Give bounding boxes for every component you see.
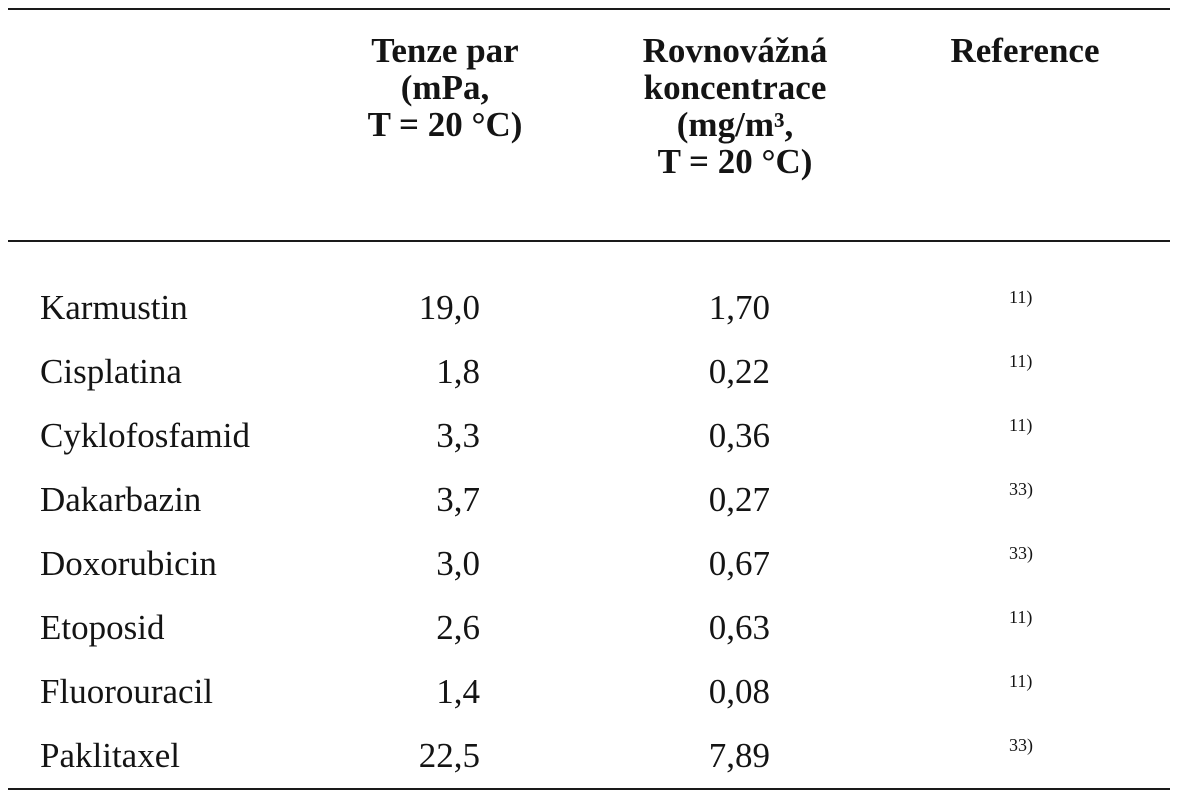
- cell-name: Cyklofosfamid: [40, 416, 250, 455]
- header-reference: Reference: [910, 32, 1140, 69]
- header-line: Rovnovážná: [642, 31, 828, 70]
- cell-name: Karmustin: [40, 288, 188, 327]
- cell-reference: 33): [1009, 735, 1033, 755]
- table-row: Dakarbazin 3,7 0,27 33): [0, 474, 1180, 538]
- cell-concentration: 0,27: [708, 480, 770, 519]
- cell-vapor-pressure: 3,7: [436, 480, 480, 519]
- cell-reference: 33): [1009, 479, 1033, 499]
- header-concentration: Rovnovážná koncentrace (mg/m³, T = 20 °C…: [600, 32, 870, 180]
- table-row: Karmustin 19,0 1,70 11): [0, 282, 1180, 346]
- cell-vapor-pressure: 1,8: [436, 352, 480, 391]
- cell-reference: 11): [1009, 415, 1033, 435]
- table-body: Karmustin 19,0 1,70 11) Cisplatina 1,8 0,22 11)…: [0, 282, 1180, 794]
- cell-vapor-pressure: 1,4: [436, 672, 480, 711]
- cell-name: Paklitaxel: [40, 736, 180, 775]
- cell-concentration: 0,08: [708, 672, 770, 711]
- cell-reference: 11): [1009, 671, 1033, 691]
- cell-reference: 33): [1009, 543, 1033, 563]
- table-row: Paklitaxel 22,5 7,89 33): [0, 730, 1180, 794]
- cell-concentration: 0,22: [708, 352, 770, 391]
- cell-vapor-pressure: 2,6: [436, 608, 480, 647]
- cell-concentration: 7,89: [708, 736, 770, 775]
- cell-name: Fluorouracil: [40, 672, 214, 711]
- table-row: Fluorouracil 1,4 0,08 11): [0, 666, 1180, 730]
- cell-name: Doxorubicin: [40, 544, 217, 583]
- header-line: T = 20 °C): [657, 142, 813, 181]
- header-rule: [8, 240, 1170, 242]
- cell-reference: 11): [1009, 287, 1033, 307]
- header-line: koncentrace: [643, 68, 827, 107]
- header-line: Reference: [950, 31, 1100, 70]
- cell-reference: 11): [1009, 351, 1033, 371]
- cell-name: Cisplatina: [40, 352, 182, 391]
- header-line: (mPa,: [400, 68, 490, 107]
- cell-name: Etoposid: [40, 608, 165, 647]
- table-row: Cyklofosfamid 3,3 0,36 11): [0, 410, 1180, 474]
- cell-reference: 11): [1009, 607, 1033, 627]
- header-line: Tenze par: [371, 31, 519, 70]
- cell-concentration: 1,70: [708, 288, 770, 327]
- cell-vapor-pressure: 22,5: [418, 736, 480, 775]
- table-row: Etoposid 2,6 0,63 11): [0, 602, 1180, 666]
- header-line: T = 20 °C): [367, 105, 523, 144]
- header-line: (mg/m³,: [676, 105, 794, 144]
- header-vapor-pressure: Tenze par (mPa, T = 20 °C): [330, 32, 560, 143]
- cell-concentration: 0,63: [708, 608, 770, 647]
- top-rule: [8, 8, 1170, 10]
- cell-vapor-pressure: 3,3: [436, 416, 480, 455]
- cell-concentration: 0,36: [708, 416, 770, 455]
- cell-vapor-pressure: 3,0: [436, 544, 480, 583]
- cell-vapor-pressure: 19,0: [418, 288, 480, 327]
- cell-name: Dakarbazin: [40, 480, 202, 519]
- bottom-rule: [8, 788, 1170, 790]
- cell-concentration: 0,67: [708, 544, 770, 583]
- table-row: Doxorubicin 3,0 0,67 33): [0, 538, 1180, 602]
- table-row: Cisplatina 1,8 0,22 11): [0, 346, 1180, 410]
